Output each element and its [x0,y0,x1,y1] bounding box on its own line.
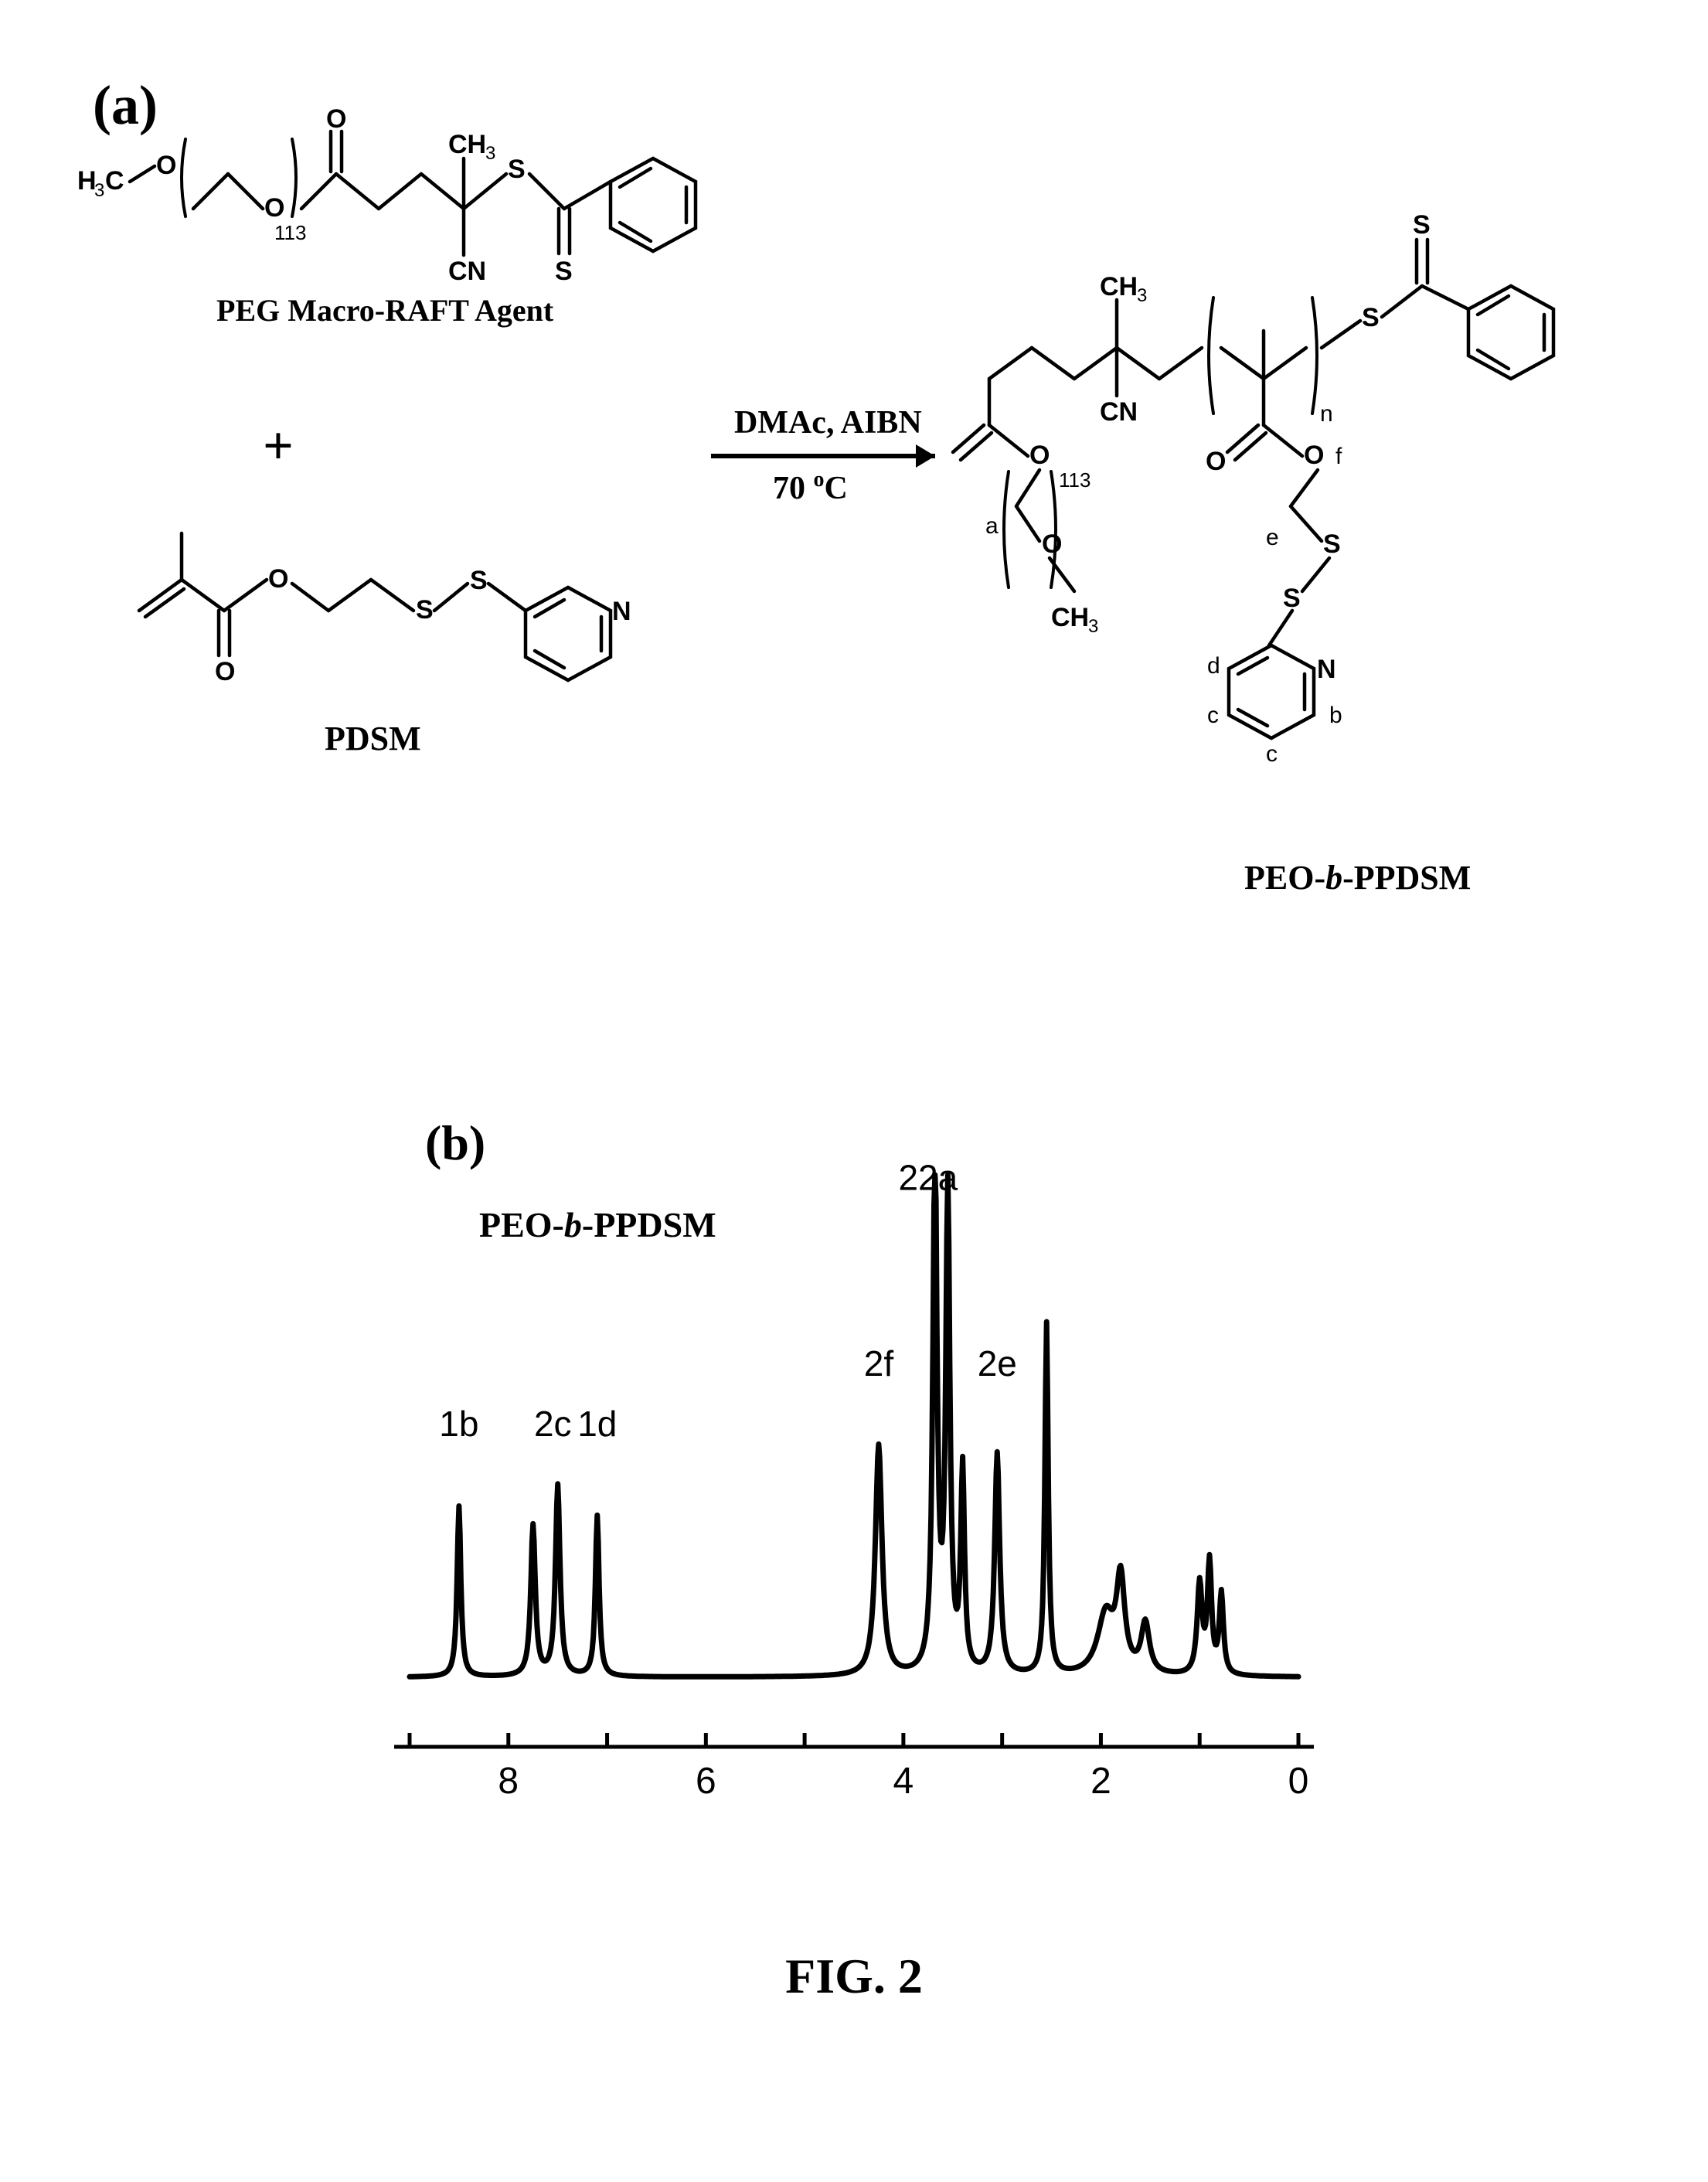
nmr-axis: 8 6 4 2 0 [394,1733,1314,1802]
svg-text:N: N [1317,655,1336,684]
panel-b-label: (b) [425,1115,485,1170]
panel-b: (b) PEO-b-PPDSM 8 6 4 2 0 1b 2c1d 2f 22a 2e [356,1074,1337,1863]
svg-text:S: S [1413,210,1431,240]
svg-text:N: N [612,597,631,626]
svg-text:CN: CN [1100,397,1138,427]
svg-text:CN: CN [448,257,486,286]
nmr-tick-label: 4 [893,1761,914,1802]
panel-a-label: (a) [93,74,158,136]
reaction-conditions-bottom: 70 oC [773,468,848,506]
svg-text:O: O [264,193,284,223]
svg-text:S: S [470,566,488,595]
nmr-tick-label: 0 [1288,1761,1309,1802]
reaction-arrow [711,444,935,468]
label-product: PEO-b-PPDSM [1244,859,1471,897]
molecule-product: CH 3 CN n S [953,210,1553,767]
svg-text:c: c [1207,703,1219,728]
svg-text:113: 113 [274,221,306,244]
nmr-peak-label: 2f [864,1343,894,1384]
svg-text:O: O [1029,441,1050,470]
svg-text:3: 3 [1088,616,1098,637]
nmr-peak-label: 1b [439,1404,478,1444]
svg-text:O: O [326,104,346,134]
svg-text:CH: CH [1051,603,1089,632]
svg-text:c: c [1266,741,1278,767]
figure-caption: FIG. 2 [0,1948,1708,2005]
nmr-tick-label: 6 [696,1761,716,1802]
nmr-peak-label: 1d [577,1404,617,1444]
svg-text:O: O [215,657,235,686]
svg-text:O: O [268,564,288,594]
svg-text:S: S [416,595,434,625]
label-peg-raft: PEG Macro-RAFT Agent [216,293,554,328]
svg-text:3: 3 [94,180,104,201]
svg-text:O: O [1206,447,1226,476]
nmr-tick-label: 8 [498,1761,519,1802]
svg-text:C: C [105,166,124,196]
svg-text:113: 113 [1059,468,1090,492]
figure-page: (a) H 3 C O O 113 [0,0,1708,2182]
svg-text:O: O [156,151,176,180]
nmr-peak-label: 22a [898,1158,958,1198]
svg-text:n: n [1320,401,1333,427]
plus-sign: + [263,417,294,476]
svg-text:d: d [1207,653,1220,679]
svg-text:S: S [1283,584,1301,613]
svg-text:S: S [1323,529,1341,559]
svg-text:b: b [1329,703,1342,728]
nmr-tick-label: 2 [1090,1761,1111,1802]
nmr-peak-label: 2c [534,1404,572,1444]
panel-b-title: PEO-b-PPDSM [479,1205,716,1244]
svg-text:CH: CH [1100,272,1138,301]
label-pdsm: PDSM [325,720,421,757]
svg-text:S: S [1362,303,1380,332]
svg-text:e: e [1266,525,1279,550]
svg-text:S: S [555,257,573,286]
svg-text:f: f [1335,444,1342,469]
molecule-peg-raft: H 3 C O O 113 O [77,104,696,286]
molecule-pdsm: O O S S [139,533,631,686]
reaction-conditions-top: DMAc, AIBN [734,405,922,441]
svg-text:3: 3 [485,143,495,164]
svg-text:S: S [508,155,526,184]
panel-a: (a) H 3 C O O 113 [70,54,1623,997]
figure-caption-text: FIG. 2 [785,1949,923,2003]
svg-text:a: a [985,513,999,539]
svg-text:3: 3 [1137,285,1147,306]
svg-text:H: H [77,166,97,196]
svg-text:O: O [1042,529,1062,559]
svg-text:CH: CH [448,130,486,159]
svg-text:O: O [1304,441,1324,470]
nmr-peak-label: 2e [978,1343,1017,1384]
